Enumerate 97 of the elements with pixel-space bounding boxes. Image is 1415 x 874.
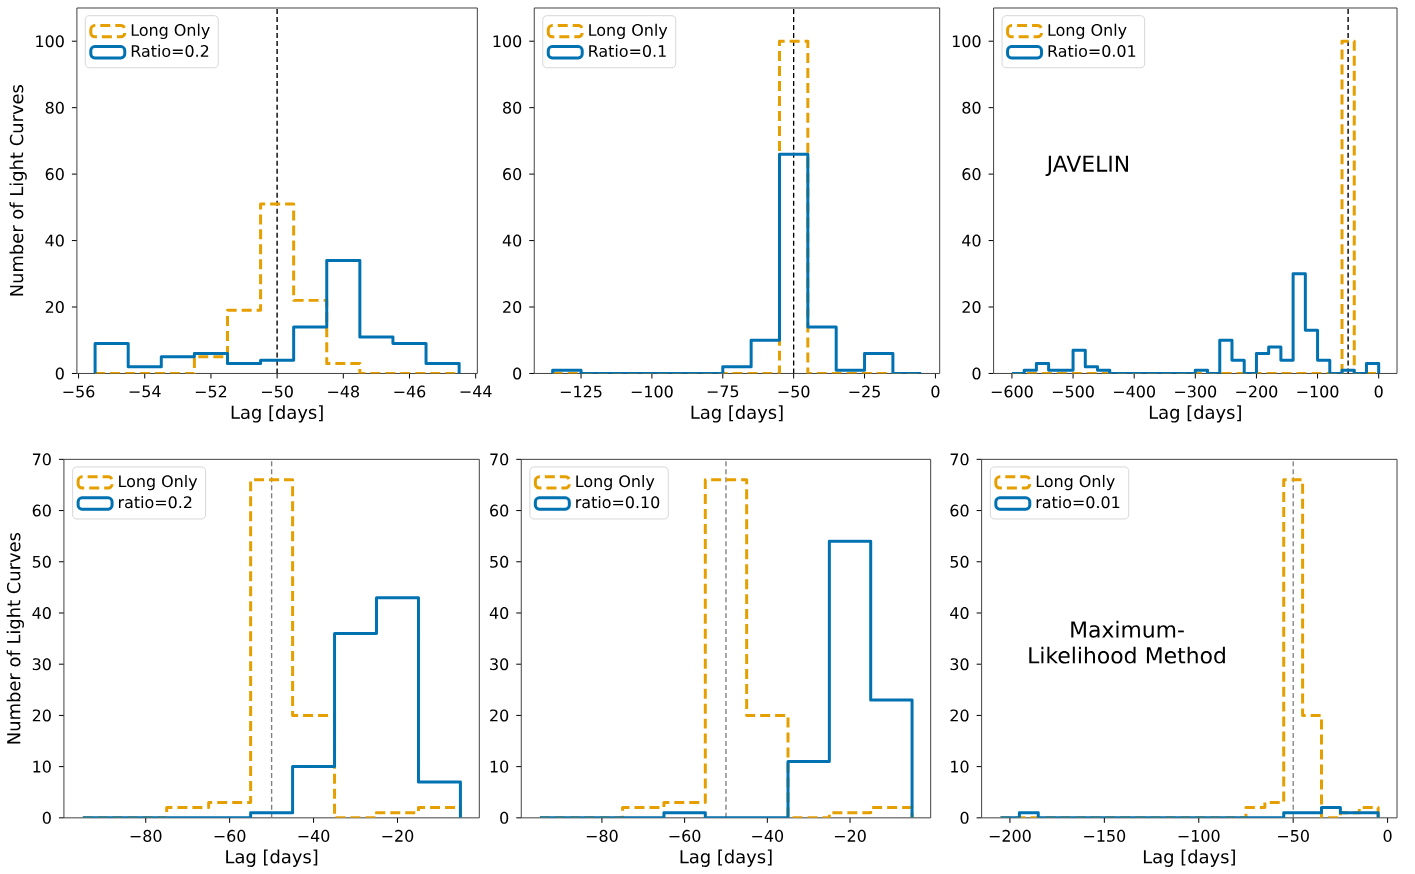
x-tick-label: −60 — [669, 830, 701, 843]
x-tick-label: 0 — [1383, 830, 1392, 843]
legend-label: Long Only — [576, 475, 655, 491]
annotation: JAVELIN — [1045, 155, 1129, 177]
legend-label: Long Only — [1048, 23, 1127, 40]
x-tick-label: −25 — [849, 385, 880, 398]
legend-label: ratio=0.2 — [119, 496, 192, 509]
x-tick-label: −80 — [130, 830, 162, 843]
y-tick-label: 50 — [32, 555, 51, 569]
legend-label: Long Only — [589, 23, 668, 40]
legend-label: Ratio=0.1 — [589, 44, 666, 58]
y-tick-label: 80 — [962, 101, 981, 114]
x-axis-title: Lag [days] — [226, 849, 318, 868]
y-tick-label: 70 — [32, 453, 51, 466]
x-tick-label: −100 — [1178, 830, 1220, 843]
y-tick-label: 60 — [950, 504, 969, 517]
y-tick-label: 100 — [952, 35, 981, 48]
y-tick-label: 30 — [490, 658, 509, 671]
y-tick-label: 0 — [500, 812, 509, 825]
x-tick-label: −50 — [778, 385, 810, 398]
x-tick-label: −40 — [752, 830, 784, 843]
x-tick-label: 0 — [931, 385, 940, 398]
x-tick-label: −100 — [1297, 385, 1339, 398]
x-tick-label: −52 — [195, 385, 227, 398]
y-tick-label: 10 — [951, 760, 969, 773]
x-tick-label: −200 — [1236, 385, 1278, 398]
y-tick-label: 40 — [45, 234, 64, 247]
y-tick-label: 70 — [490, 453, 509, 466]
x-axis-title: Lag [days] — [231, 405, 323, 423]
y-tick-label: 0 — [960, 812, 969, 825]
x-axis-title: Lag [days] — [691, 405, 783, 423]
x-tick-label: −600 — [991, 385, 1033, 398]
y-tick-label: 40 — [962, 234, 981, 247]
y-tick-label: 20 — [962, 301, 981, 314]
x-tick-label: 0 — [1374, 385, 1383, 398]
y-tick-label: 10 — [33, 760, 51, 773]
y-tick-label: 0 — [55, 367, 64, 380]
y-tick-label: 80 — [503, 101, 522, 114]
x-tick-label: −54 — [129, 385, 161, 398]
y-tick-label: 0 — [513, 367, 522, 380]
x-tick-label: −48 — [328, 385, 360, 398]
x-axis-title: Lag [days] — [1149, 405, 1241, 423]
legend-label: Ratio=0.2 — [131, 44, 209, 58]
y-tick-label: 60 — [490, 504, 509, 517]
y-tick-label: 20 — [32, 709, 51, 722]
legend-label: Long Only — [1036, 475, 1115, 491]
x-tick-label: −75 — [707, 385, 739, 398]
y-tick-label: 40 — [950, 607, 969, 620]
y-tick-label: 20 — [950, 709, 969, 722]
x-tick-label: −20 — [382, 830, 414, 843]
x-axis-title: Lag [days] — [680, 849, 772, 868]
y-tick-label: 70 — [950, 453, 969, 466]
legend-label: Long Only — [131, 23, 210, 40]
y-tick-label: 30 — [32, 658, 51, 671]
x-tick-label: −60 — [214, 830, 246, 843]
y-tick-label: 0 — [972, 367, 981, 380]
x-tick-label: −150 — [1084, 830, 1126, 843]
y-tick-label: 10 — [490, 760, 509, 773]
x-tick-label: −20 — [834, 830, 866, 843]
y-tick-label: 60 — [32, 504, 51, 517]
x-tick-label: −50 — [262, 385, 293, 398]
legend-label: ratio=0.10 — [576, 496, 660, 509]
x-tick-label: −500 — [1052, 385, 1094, 398]
y-tick-label: 60 — [45, 168, 64, 181]
y-tick-label: 50 — [950, 555, 969, 569]
x-tick-label: −50 — [1278, 830, 1309, 843]
y-tick-label: 0 — [42, 812, 51, 825]
y-tick-label: 40 — [489, 607, 509, 620]
legend-label: ratio=0.01 — [1036, 496, 1120, 509]
x-tick-label: −46 — [394, 385, 426, 398]
legend-label: Long Only — [119, 475, 198, 491]
x-axis-title: Lag [days] — [1143, 849, 1235, 868]
x-tick-label: −80 — [586, 830, 618, 843]
x-tick-label: −44 — [460, 385, 492, 398]
x-tick-label: −40 — [298, 830, 330, 843]
y-tick-label: 60 — [962, 168, 981, 181]
y-tick-label: 60 — [503, 168, 522, 181]
annotation: Maximum-Likelihood Method — [1029, 621, 1225, 664]
y-tick-label: 100 — [493, 35, 522, 48]
y-tick-label: 50 — [490, 555, 509, 569]
x-tick-label: −400 — [1114, 385, 1155, 398]
y-tick-label: 20 — [45, 301, 64, 314]
x-tick-label: −200 — [989, 830, 1031, 843]
y-tick-label: 40 — [502, 234, 522, 247]
y-tick-label: 100 — [36, 35, 64, 48]
x-tick-label: −125 — [560, 385, 602, 398]
legend-label: Ratio=0.01 — [1048, 44, 1136, 58]
y-tick-label: 20 — [490, 709, 509, 722]
y-tick-label: 20 — [503, 301, 522, 314]
x-tick-label: −300 — [1175, 385, 1217, 398]
x-tick-label: −100 — [631, 385, 673, 398]
y-tick-label: 40 — [32, 607, 51, 620]
y-tick-label: 80 — [45, 101, 64, 114]
y-axis-title: Number of Light Curves — [6, 533, 24, 744]
y-tick-label: 30 — [950, 658, 969, 671]
y-axis-title: Number of Light Curves — [9, 85, 27, 296]
x-tick-label: −56 — [63, 385, 95, 398]
